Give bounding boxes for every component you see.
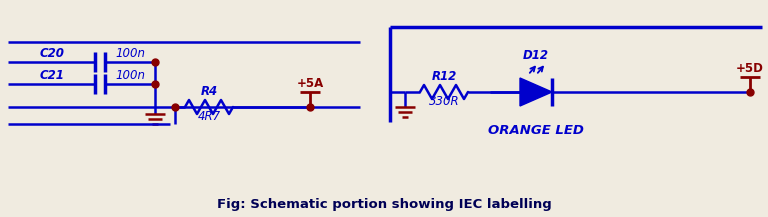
Text: ORANGE LED: ORANGE LED: [488, 124, 584, 137]
Text: +5D: +5D: [736, 62, 764, 75]
Text: R4: R4: [200, 85, 217, 98]
Text: 100n: 100n: [115, 69, 145, 82]
Text: +5A: +5A: [296, 77, 323, 90]
Text: Fig: Schematic portion showing IEC labelling: Fig: Schematic portion showing IEC label…: [217, 198, 551, 211]
Text: 330R: 330R: [429, 95, 459, 108]
Text: D12: D12: [523, 49, 549, 62]
Text: 100n: 100n: [115, 47, 145, 60]
Text: 4R7: 4R7: [197, 110, 220, 123]
Text: R12: R12: [432, 70, 457, 83]
Polygon shape: [520, 78, 552, 106]
Text: C20: C20: [40, 47, 65, 60]
Text: C21: C21: [40, 69, 65, 82]
